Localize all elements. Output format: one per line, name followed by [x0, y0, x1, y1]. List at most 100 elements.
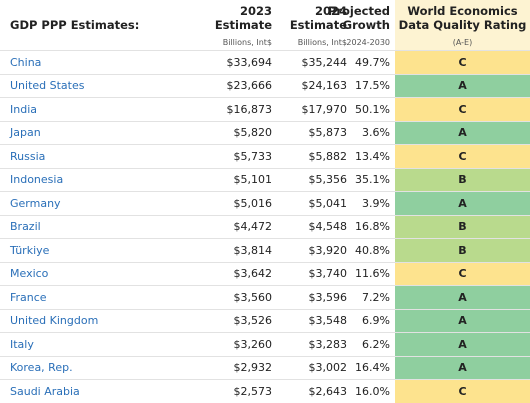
table-row: Saudi Arabia $2,573 $2,643 16.0% C	[0, 379, 530, 403]
value-cell: $5,041	[308, 196, 348, 210]
table-row: United Kingdom $3,526 $3,548 6.9% A	[0, 308, 530, 332]
value-cell: $5,882	[308, 149, 348, 163]
header-line: Data Quality Rating	[398, 18, 527, 32]
table-row: France $3,560 $3,596 7.2% A	[0, 285, 530, 309]
country-name: Italy	[10, 337, 34, 351]
table-row: Mexico $3,642 $3,740 11.6% C	[0, 261, 530, 285]
table-row: Italy $3,260 $3,283 6.2% A	[0, 332, 530, 356]
value-cell: 6.2%	[362, 337, 390, 351]
value-cell: $3,920	[308, 243, 348, 257]
header-line: World Economics	[407, 4, 518, 18]
value-cell: 50.1%	[355, 102, 390, 116]
value-cell: $3,283	[308, 337, 348, 351]
value-cell: 11.6%	[355, 267, 390, 281]
country-name: United Kingdom	[10, 314, 99, 328]
rating-cell: A	[395, 121, 530, 144]
value-cell: $5,873	[308, 126, 348, 140]
value-cell: 7.2%	[362, 290, 390, 304]
value-cell: $5,101	[233, 173, 273, 187]
country-name: Indonesia	[10, 173, 64, 187]
value-cell: $4,548	[308, 220, 348, 234]
value-cell: 6.9%	[362, 314, 390, 328]
country-name: Mexico	[10, 267, 49, 281]
value-cell: $24,163	[301, 79, 348, 93]
value-cell: $3,002	[308, 361, 348, 375]
table-row: Russia $5,733 $5,882 13.4% C	[0, 144, 530, 168]
value-cell: $3,642	[233, 267, 273, 281]
table-row: Indonesia $5,101 $5,356 35.1% B	[0, 167, 530, 191]
value-cell: $5,016	[233, 196, 273, 210]
value-cell: 40.8%	[355, 243, 390, 257]
header-line: Estimate	[289, 18, 347, 32]
value-cell: $3,560	[233, 290, 273, 304]
rating-cell: A	[395, 356, 530, 379]
value-cell: $3,740	[308, 267, 348, 281]
rating-cell: A	[395, 74, 530, 97]
table-row: Türkiye $3,814 $3,920 40.8% B	[0, 238, 530, 262]
rating-cell: A	[395, 309, 530, 332]
table-row: Brazil $4,472 $4,548 16.8% B	[0, 214, 530, 238]
column-header: Projected Growth 2024-2030	[328, 0, 390, 54]
country-name: Russia	[10, 149, 46, 163]
value-cell: $35,244	[301, 55, 348, 69]
rating-cell: A	[395, 333, 530, 356]
rating-cell: C	[395, 380, 530, 403]
value-cell: 17.5%	[355, 79, 390, 93]
table-row: Korea, Rep. $2,932 $3,002 16.4% A	[0, 355, 530, 379]
value-cell: $17,970	[301, 102, 348, 116]
value-cell: $4,472	[233, 220, 273, 234]
table-row: Japan $5,820 $5,873 3.6% A	[0, 120, 530, 144]
table-row: Germany $5,016 $5,041 3.9% A	[0, 191, 530, 215]
value-cell: 3.6%	[362, 126, 390, 140]
rating-cell: C	[395, 145, 530, 168]
value-cell: $3,814	[233, 243, 273, 257]
rating-cell: A	[395, 192, 530, 215]
country-name: United States	[10, 79, 85, 93]
value-cell: 16.4%	[355, 361, 390, 375]
country-name: Brazil	[10, 220, 41, 234]
rating-cell: C	[395, 98, 530, 121]
value-cell: $2,643	[308, 384, 348, 398]
rating-cell: B	[395, 215, 530, 238]
header-line: Estimate	[214, 18, 272, 32]
rating-cell: C	[395, 262, 530, 285]
column-header: World Economics Data Quality Rating (A-E)	[395, 0, 530, 54]
value-cell: $2,573	[233, 384, 273, 398]
value-cell: 16.0%	[355, 384, 390, 398]
value-cell: 49.7%	[355, 55, 390, 69]
country-name: India	[10, 102, 37, 116]
country-name: China	[10, 55, 42, 69]
header-line: Growth	[342, 18, 390, 32]
table-row: United States $23,666 $24,163 17.5% A	[0, 73, 530, 97]
value-cell: $3,548	[308, 314, 348, 328]
value-cell: $5,820	[233, 126, 273, 140]
header-line: 2024	[314, 4, 347, 18]
country-name: Germany	[10, 196, 61, 210]
country-name: Türkiye	[10, 243, 50, 257]
value-cell: $2,932	[233, 361, 273, 375]
value-cell: $5,356	[308, 173, 348, 187]
header-unit: 2024-2030	[346, 38, 390, 47]
country-name: Saudi Arabia	[10, 384, 80, 398]
value-cell: $5,733	[233, 149, 273, 163]
column-header: 2024 Estimate Billions, Int$	[290, 0, 347, 54]
rating-cell: B	[395, 168, 530, 191]
country-name: France	[10, 290, 47, 304]
value-cell: 3.9%	[362, 196, 390, 210]
value-cell: $3,260	[233, 337, 273, 351]
value-cell: $3,596	[308, 290, 348, 304]
rating-cell: C	[395, 51, 530, 74]
header-line: 2023	[239, 4, 272, 18]
value-cell: $16,873	[226, 102, 273, 116]
header-unit: Billions, Int$	[297, 38, 347, 47]
column-header: 2023 Estimate Billions, Int$	[215, 0, 272, 54]
country-name: Korea, Rep.	[10, 361, 73, 375]
header-unit: (A-E)	[452, 38, 473, 47]
value-cell: $3,526	[233, 314, 273, 328]
value-cell: 13.4%	[355, 149, 390, 163]
rating-cell: B	[395, 239, 530, 262]
header-line: Projected	[327, 4, 390, 18]
value-cell: $33,694	[226, 55, 273, 69]
value-cell: $23,666	[226, 79, 273, 93]
